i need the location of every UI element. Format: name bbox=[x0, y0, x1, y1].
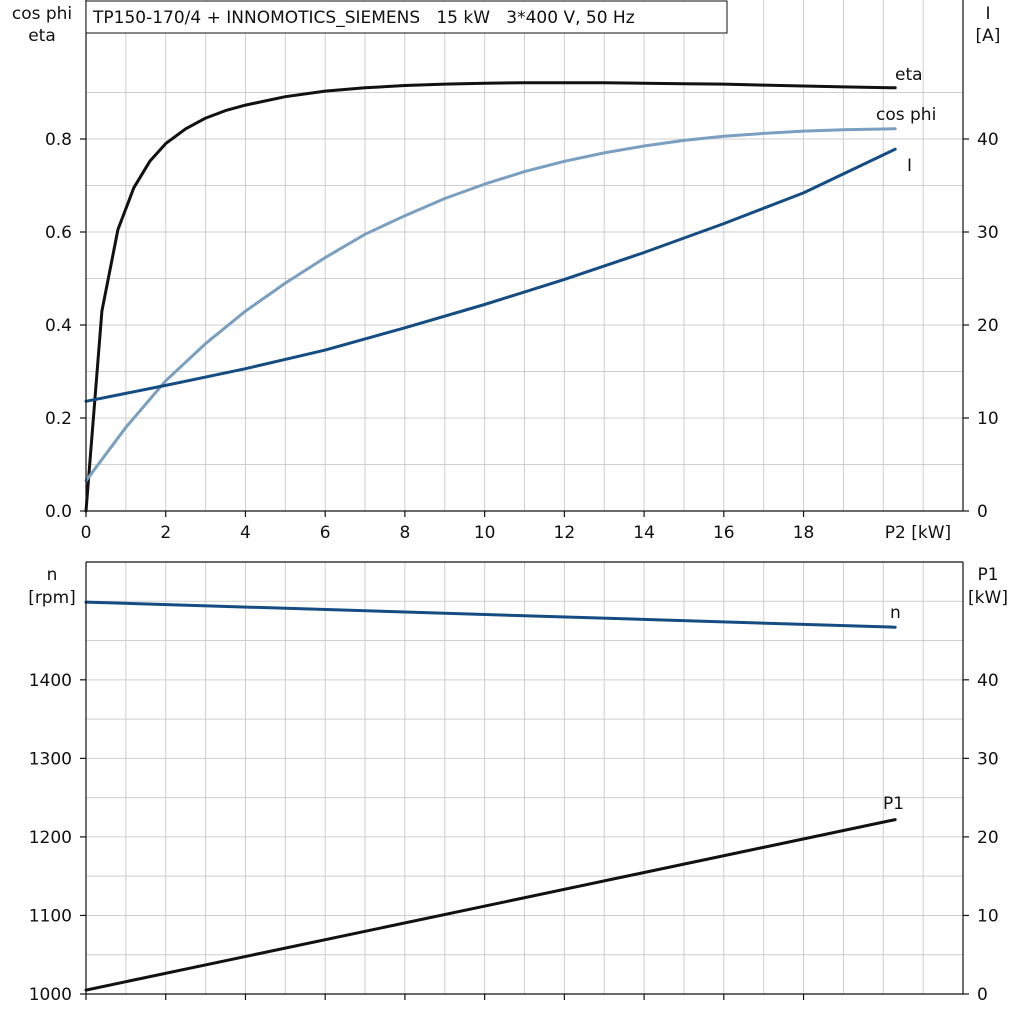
series-line-cos-phi bbox=[84, 127, 897, 483]
left-axis-label: n bbox=[47, 565, 58, 585]
chart-title-box: TP150-170/4 + INNOMOTICS_SIEMENS 15 kW 3… bbox=[85, 0, 728, 34]
right-axis-label: P1 bbox=[977, 565, 998, 585]
right-axis-label: I bbox=[985, 4, 990, 24]
series-label-n: n bbox=[890, 603, 901, 623]
labels-layer: 0 2 4 6 8 10 12 14 16 18 P2 [kW] 0.0 0.2 0.4 0.6 0.8 0 10… bbox=[12, 4, 1008, 1005]
right-y-tick-label: 0 bbox=[977, 985, 988, 1005]
right-y-tick-label: 40 bbox=[977, 130, 999, 150]
left-axis-label: [rpm] bbox=[28, 588, 76, 608]
x-tick-label: 10 bbox=[474, 523, 496, 543]
right-axis-label: [A] bbox=[976, 26, 1001, 46]
left-y-tick-label: 0.4 bbox=[45, 316, 72, 336]
series-label-eta: eta bbox=[895, 65, 923, 85]
right-y-tick-label: 20 bbox=[977, 316, 999, 336]
series-line-eta bbox=[84, 81, 897, 513]
right-y-tick-label: 30 bbox=[977, 223, 999, 243]
series-line-i bbox=[84, 147, 897, 403]
left-y-tick-label: 1000 bbox=[29, 985, 72, 1005]
right-y-tick-label: 10 bbox=[977, 906, 999, 926]
right-y-tick-label: 30 bbox=[977, 749, 999, 769]
x-tick-label: 14 bbox=[633, 523, 655, 543]
right-y-tick-label: 40 bbox=[977, 671, 999, 691]
series-line-n bbox=[84, 600, 897, 629]
chart-title: TP150-170/4 + INNOMOTICS_SIEMENS 15 kW 3… bbox=[92, 8, 635, 28]
left-axis-label: cos phi bbox=[12, 4, 72, 24]
axes-layer bbox=[80, 0, 969, 1000]
left-axis-label: eta bbox=[28, 26, 56, 46]
series-label-i: I bbox=[907, 156, 912, 176]
x-tick-label: 4 bbox=[240, 523, 251, 543]
left-y-tick-label: 1300 bbox=[29, 749, 72, 769]
x-tick-label: 6 bbox=[320, 523, 331, 543]
left-y-tick-label: 0.8 bbox=[45, 130, 72, 150]
x-axis-label: P2 [kW] bbox=[885, 523, 951, 543]
series-label-cos-phi: cos phi bbox=[876, 105, 936, 125]
left-y-tick-label: 0.2 bbox=[45, 409, 72, 429]
series-label-p1: P1 bbox=[883, 794, 904, 814]
right-y-tick-label: 0 bbox=[977, 502, 988, 522]
grid-layer bbox=[86, 0, 963, 994]
x-tick-label: 8 bbox=[399, 523, 410, 543]
right-y-tick-label: 20 bbox=[977, 828, 999, 848]
left-y-tick-label: 0.6 bbox=[45, 223, 72, 243]
x-tick-label: 0 bbox=[81, 523, 92, 543]
x-tick-label: 12 bbox=[554, 523, 576, 543]
left-y-tick-label: 0.0 bbox=[45, 502, 72, 522]
right-axis-label: [kW] bbox=[968, 588, 1008, 608]
series-layer bbox=[84, 81, 897, 992]
left-y-tick-label: 1100 bbox=[29, 906, 72, 926]
right-y-tick-label: 10 bbox=[977, 409, 999, 429]
left-y-tick-label: 1400 bbox=[29, 671, 72, 691]
x-tick-label: 2 bbox=[160, 523, 171, 543]
x-tick-label: 16 bbox=[713, 523, 735, 543]
left-y-tick-label: 1200 bbox=[29, 828, 72, 848]
x-tick-label: 18 bbox=[793, 523, 815, 543]
series-line-p1 bbox=[84, 818, 897, 992]
